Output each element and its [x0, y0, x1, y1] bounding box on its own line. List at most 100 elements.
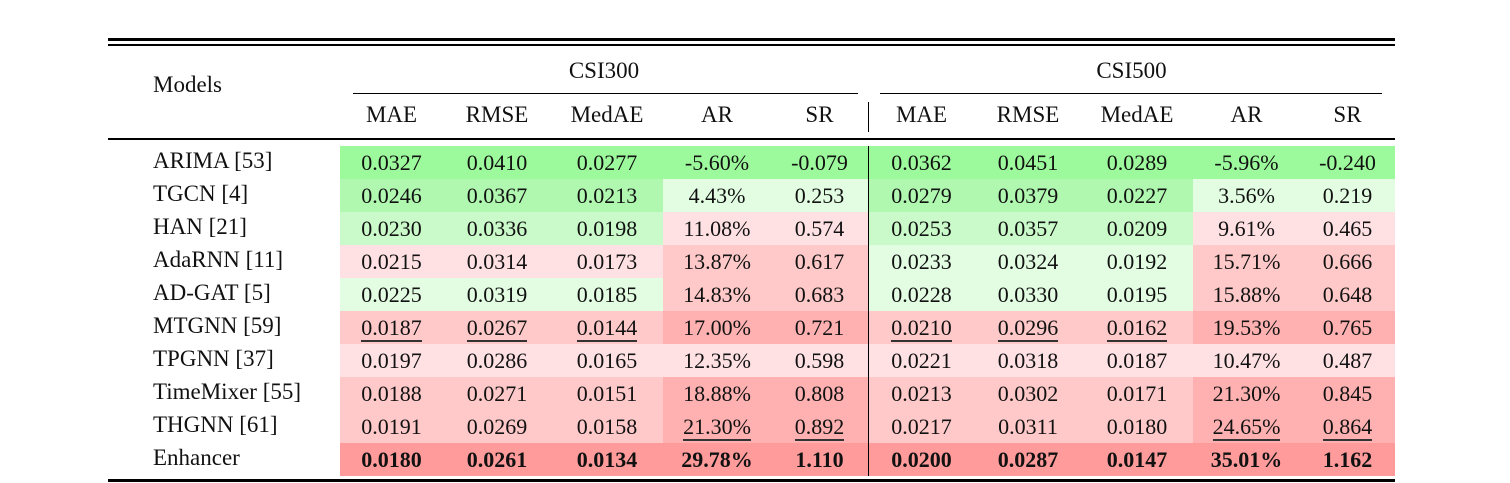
table-cell: 0.0151: [551, 377, 663, 410]
table-row: TimeMixer [55] 0.0188 0.0271 0.0151 18.88% 0.…: [108, 377, 1395, 410]
table-cell: 0.0165: [551, 344, 663, 377]
cell-value: -5.60%: [684, 150, 750, 175]
cell-value: 0.0286: [466, 348, 528, 373]
table-cell: 0.0188: [340, 377, 443, 410]
table-cell: 13.87%: [663, 245, 771, 278]
table-cell: 1.110: [771, 443, 868, 476]
table-cell: 0.0279: [868, 179, 975, 212]
table-cell: 0.0210: [868, 311, 975, 344]
table-cell: 15.88%: [1193, 278, 1300, 311]
table-cell: 0.0227: [1081, 179, 1193, 212]
cell-value: 0.0233: [891, 249, 952, 274]
cell-value: 0.721: [794, 315, 845, 340]
table-cell: 0.0302: [975, 377, 1081, 410]
model-name: HAN [21]: [153, 214, 247, 239]
table-cell: 0.0357: [975, 212, 1081, 245]
table-cell: 0.0269: [443, 410, 551, 443]
table-cell: 0.0213: [551, 179, 663, 212]
cell-value: 15.71%: [1212, 249, 1281, 274]
cell-value: 0.0171: [1106, 381, 1168, 406]
table-cell: 0.0180: [340, 443, 443, 476]
model-name: TimeMixer [55]: [153, 379, 302, 404]
cell-value: 0.0318: [997, 348, 1059, 373]
cell-value: 0.253: [794, 183, 845, 208]
cell-value: 0.0230: [361, 216, 422, 241]
table-cell: 0.617: [771, 245, 868, 278]
cell-value: 0.0324: [997, 249, 1059, 274]
metric-header-csi300-mae: MAE: [365, 102, 418, 127]
metric-header-csi300-sr: SR: [805, 102, 834, 127]
table-cell: 9.61%: [1193, 212, 1300, 245]
metric-header-csi500-ar: AR: [1230, 102, 1263, 127]
table-cell: 0.0261: [443, 443, 551, 476]
table-cell: 10.47%: [1193, 344, 1300, 377]
table-cell: 0.864: [1300, 410, 1395, 443]
cell-value: 35.01%: [1210, 447, 1283, 472]
table-cell: 0.0287: [975, 443, 1081, 476]
cell-value: 0.0213: [576, 183, 638, 208]
table-cell: 0.0134: [551, 443, 663, 476]
cell-value: 0.0213: [891, 381, 952, 406]
table-cell: 0.0367: [443, 179, 551, 212]
table-cell: 0.808: [771, 377, 868, 410]
metric-header-csi300-ar: AR: [701, 102, 733, 127]
table-cell: 21.30%: [663, 410, 771, 443]
cell-value: 0.0198: [576, 216, 638, 241]
cell-value: 0.0296: [997, 315, 1059, 342]
cell-value: 21.30%: [683, 414, 751, 441]
cell-value: 0.0210: [891, 315, 952, 342]
cell-value: 18.88%: [683, 381, 751, 406]
cell-value: 0.0188: [361, 381, 422, 406]
cell-value: 3.56%: [1218, 183, 1275, 208]
metric-header-csi300-rmse: RMSE: [465, 102, 529, 127]
cell-value: 0.0279: [891, 183, 952, 208]
model-name: THGNN [61]: [153, 412, 278, 437]
cell-value: 0.0271: [466, 381, 528, 406]
header-divider: [868, 102, 869, 132]
cell-value: 0.0144: [576, 315, 638, 342]
table-cell: 18.88%: [663, 377, 771, 410]
cell-value: 0.0191: [361, 414, 422, 439]
table-cell: 0.0289: [1081, 146, 1193, 179]
cell-value: 0.808: [794, 381, 845, 406]
cell-value: 0.666: [1322, 249, 1373, 274]
cell-value: 0.0253: [891, 216, 952, 241]
table-cell: 0.0362: [868, 146, 975, 179]
table-cell: 0.0200: [868, 443, 975, 476]
top-rule-thin: [108, 44, 1395, 46]
cell-value: 1.162: [1322, 447, 1373, 472]
cell-value: -5.96%: [1214, 150, 1279, 175]
cell-value: 17.00%: [683, 315, 751, 340]
model-name: ARIMA [53]: [153, 148, 273, 173]
cell-value: 19.53%: [1212, 315, 1281, 340]
table-cell: 35.01%: [1193, 443, 1300, 476]
cell-value: 0.487: [1322, 348, 1373, 373]
table-row: TPGNN [37] 0.0197 0.0286 0.0165 12.35% 0.598 0…: [108, 344, 1395, 377]
cell-value: 0.648: [1322, 282, 1373, 307]
table-row: ARIMA [53] 0.0327 0.0410 0.0277 -5.60% -0.079…: [108, 146, 1395, 179]
cell-value: 0.0327: [361, 150, 422, 175]
table-cell: 0.0230: [340, 212, 443, 245]
model-name: TPGNN [37]: [153, 346, 274, 371]
table-cell: 0.0277: [551, 146, 663, 179]
cell-value: 0.0379: [997, 183, 1059, 208]
cell-value: 0.0302: [997, 381, 1059, 406]
table-cell: 0.0319: [443, 278, 551, 311]
cell-value: 0.0228: [891, 282, 952, 307]
cell-value: 0.0330: [997, 282, 1059, 307]
table-cell: 19.53%: [1193, 311, 1300, 344]
table-cell: 0.0379: [975, 179, 1081, 212]
cell-value: 0.0195: [1106, 282, 1168, 307]
table-cell: 0.0311: [975, 410, 1081, 443]
table-cell: 0.0192: [1081, 245, 1193, 278]
cell-value: 0.0277: [576, 150, 638, 175]
cell-value: 0.0192: [1106, 249, 1168, 274]
cell-value: 0.0173: [576, 249, 638, 274]
metric-header-csi500-rmse: RMSE: [996, 102, 1060, 127]
group-header-csi300: CSI300: [568, 58, 640, 83]
table-cell: 0.0180: [1081, 410, 1193, 443]
cell-value: 0.845: [1322, 381, 1373, 406]
table-cell: 0.892: [771, 410, 868, 443]
table-cell: 0.0158: [551, 410, 663, 443]
table-cell: 14.83%: [663, 278, 771, 311]
